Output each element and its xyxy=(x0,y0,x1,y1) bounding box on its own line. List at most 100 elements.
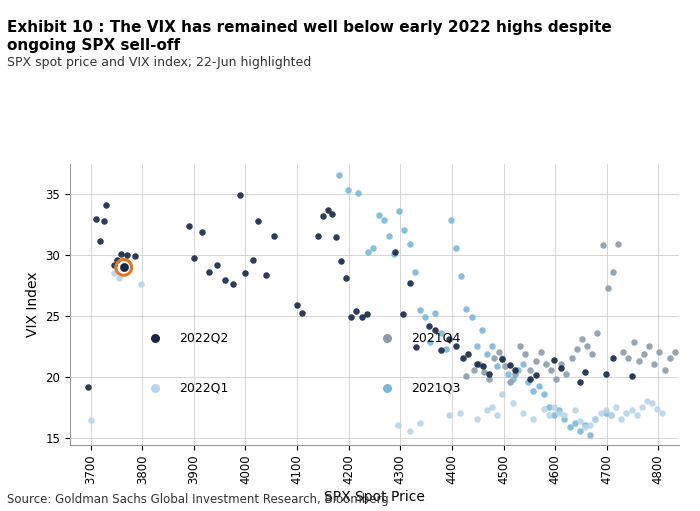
Point xyxy=(317,212,328,220)
Point xyxy=(334,171,345,179)
Point xyxy=(497,354,508,362)
Point xyxy=(445,216,456,224)
Point xyxy=(623,354,634,362)
Point xyxy=(574,417,585,426)
Point xyxy=(580,421,591,429)
Point xyxy=(112,256,123,264)
Point xyxy=(504,378,515,386)
Point xyxy=(569,406,580,414)
Point xyxy=(327,210,338,218)
Point xyxy=(587,350,598,358)
Y-axis label: VIX Index: VIX Index xyxy=(26,271,40,337)
Point xyxy=(373,211,384,219)
Point xyxy=(410,268,421,276)
Point xyxy=(669,347,680,356)
Point xyxy=(549,356,560,364)
Point xyxy=(471,415,482,423)
Point xyxy=(523,378,534,386)
Point xyxy=(549,411,560,420)
Point xyxy=(600,369,611,378)
Text: Source: Goldman Sachs Global Investment Research, Bloomberg: Source: Goldman Sachs Global Investment … xyxy=(7,493,388,506)
Point xyxy=(456,272,467,280)
Point xyxy=(540,360,552,368)
Point xyxy=(600,406,611,414)
Point xyxy=(486,341,498,350)
Point xyxy=(533,382,544,390)
Point xyxy=(641,397,652,405)
Point xyxy=(473,360,484,368)
Point xyxy=(489,354,500,362)
Point xyxy=(554,406,565,414)
Point xyxy=(312,231,323,240)
Point xyxy=(466,313,477,321)
Point xyxy=(450,341,461,350)
Point xyxy=(508,399,519,407)
Point xyxy=(633,357,644,365)
Point xyxy=(268,231,279,240)
Point xyxy=(566,354,578,362)
Point xyxy=(330,233,342,241)
Point xyxy=(617,347,629,356)
Point xyxy=(352,189,363,197)
Point xyxy=(248,256,259,264)
Point xyxy=(404,240,415,248)
Point xyxy=(136,281,147,289)
Point xyxy=(576,335,587,343)
Point xyxy=(90,215,101,223)
Point xyxy=(590,415,601,423)
Point xyxy=(389,250,400,258)
Point xyxy=(484,375,495,383)
Point xyxy=(425,338,436,346)
Point xyxy=(606,411,617,420)
Point xyxy=(404,427,415,435)
Point xyxy=(183,222,195,230)
Point xyxy=(363,247,374,256)
Point xyxy=(559,411,570,420)
Point xyxy=(543,403,554,411)
Point xyxy=(482,406,493,414)
Point xyxy=(454,409,466,417)
Point xyxy=(430,326,441,334)
Point xyxy=(628,338,639,346)
Point xyxy=(502,369,513,378)
Point xyxy=(444,335,455,343)
Point xyxy=(378,216,389,224)
Point xyxy=(626,372,637,380)
Point xyxy=(559,415,570,423)
Point xyxy=(602,284,613,292)
Point xyxy=(118,263,130,271)
Text: Exhibit 10 : The VIX has remained well below early 2022 highs despite
ongoing SP: Exhibit 10 : The VIX has remained well b… xyxy=(7,20,612,53)
Point xyxy=(392,421,403,429)
Point xyxy=(461,372,472,380)
Point xyxy=(113,274,125,283)
Point xyxy=(647,399,658,407)
Point xyxy=(227,281,238,289)
Point xyxy=(435,346,446,355)
Point xyxy=(444,411,455,420)
Point xyxy=(582,341,593,350)
Point xyxy=(346,313,357,321)
Point xyxy=(600,409,611,417)
Point xyxy=(649,360,660,368)
Point xyxy=(519,350,531,358)
Text: 2021Q3: 2021Q3 xyxy=(411,382,461,395)
Point xyxy=(510,366,521,374)
Point xyxy=(564,424,575,432)
Point xyxy=(512,366,524,374)
Point xyxy=(514,341,526,350)
Point xyxy=(499,362,510,370)
Point xyxy=(657,409,668,417)
Point xyxy=(491,362,503,370)
Point xyxy=(450,244,461,252)
Point xyxy=(484,369,495,378)
Point xyxy=(538,405,550,413)
Point xyxy=(476,326,487,334)
Point xyxy=(638,350,650,358)
Point xyxy=(556,363,567,371)
Point xyxy=(297,309,308,317)
Point xyxy=(652,405,663,413)
Point xyxy=(584,431,596,439)
Point xyxy=(543,411,554,420)
Text: SPX spot price and VIX index; 22-Jun highlighted: SPX spot price and VIX index; 22-Jun hig… xyxy=(7,56,312,69)
Point xyxy=(204,268,215,276)
